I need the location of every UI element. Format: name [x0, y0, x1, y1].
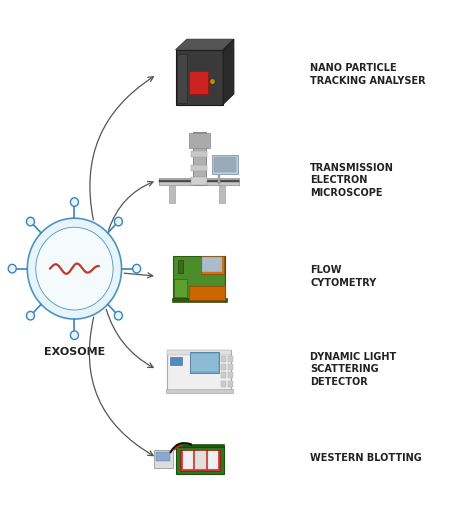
FancyBboxPatch shape: [173, 299, 227, 302]
FancyBboxPatch shape: [169, 185, 175, 203]
FancyBboxPatch shape: [191, 151, 207, 157]
FancyBboxPatch shape: [201, 256, 224, 274]
Text: DYNAMIC LIGHT
SCATTERING
DETECTOR: DYNAMIC LIGHT SCATTERING DETECTOR: [310, 352, 396, 387]
FancyBboxPatch shape: [176, 446, 224, 474]
Polygon shape: [175, 39, 234, 50]
FancyBboxPatch shape: [228, 373, 233, 378]
FancyBboxPatch shape: [165, 389, 233, 393]
FancyBboxPatch shape: [228, 356, 233, 362]
Circle shape: [71, 331, 78, 340]
FancyBboxPatch shape: [221, 364, 226, 370]
FancyBboxPatch shape: [177, 54, 187, 103]
FancyBboxPatch shape: [175, 50, 223, 104]
Circle shape: [114, 218, 122, 226]
FancyBboxPatch shape: [179, 260, 183, 273]
Text: NANO PARTICLE
TRACKING ANALYSER: NANO PARTICLE TRACKING ANALYSER: [310, 63, 426, 86]
FancyBboxPatch shape: [176, 444, 224, 447]
Circle shape: [27, 218, 35, 226]
FancyBboxPatch shape: [218, 173, 220, 185]
Circle shape: [133, 264, 141, 273]
FancyBboxPatch shape: [189, 286, 225, 300]
FancyBboxPatch shape: [173, 256, 225, 300]
Circle shape: [27, 218, 121, 319]
Polygon shape: [223, 39, 234, 104]
FancyBboxPatch shape: [189, 133, 210, 148]
FancyBboxPatch shape: [154, 450, 173, 468]
FancyBboxPatch shape: [190, 352, 219, 373]
FancyBboxPatch shape: [221, 373, 226, 378]
Text: EXOSOME: EXOSOME: [44, 347, 105, 357]
FancyBboxPatch shape: [202, 257, 222, 272]
Circle shape: [71, 198, 78, 206]
FancyBboxPatch shape: [159, 178, 239, 185]
Circle shape: [27, 311, 35, 320]
FancyBboxPatch shape: [174, 279, 187, 298]
FancyBboxPatch shape: [195, 451, 206, 469]
Text: FLOW
CYTOMETRY: FLOW CYTOMETRY: [310, 265, 376, 287]
FancyBboxPatch shape: [191, 354, 218, 372]
FancyBboxPatch shape: [191, 165, 207, 170]
FancyBboxPatch shape: [221, 356, 226, 362]
FancyBboxPatch shape: [228, 381, 233, 386]
FancyBboxPatch shape: [212, 155, 238, 174]
FancyBboxPatch shape: [191, 177, 207, 185]
FancyBboxPatch shape: [180, 450, 220, 470]
FancyBboxPatch shape: [167, 350, 231, 355]
Text: TRANSMISSION
ELECTRON
MICROSCOPE: TRANSMISSION ELECTRON MICROSCOPE: [310, 163, 394, 198]
Circle shape: [114, 311, 122, 320]
Circle shape: [210, 79, 215, 84]
Text: WESTERN BLOTTING: WESTERN BLOTTING: [310, 453, 422, 463]
FancyBboxPatch shape: [167, 350, 231, 390]
Circle shape: [8, 264, 16, 273]
FancyBboxPatch shape: [208, 451, 218, 469]
Circle shape: [36, 227, 113, 310]
FancyBboxPatch shape: [183, 451, 193, 469]
FancyBboxPatch shape: [190, 71, 208, 94]
FancyBboxPatch shape: [219, 185, 225, 203]
FancyBboxPatch shape: [228, 364, 233, 370]
FancyBboxPatch shape: [192, 132, 206, 185]
FancyBboxPatch shape: [214, 157, 236, 172]
FancyBboxPatch shape: [170, 357, 182, 365]
FancyBboxPatch shape: [221, 381, 226, 386]
FancyBboxPatch shape: [156, 452, 170, 461]
FancyBboxPatch shape: [159, 180, 239, 183]
